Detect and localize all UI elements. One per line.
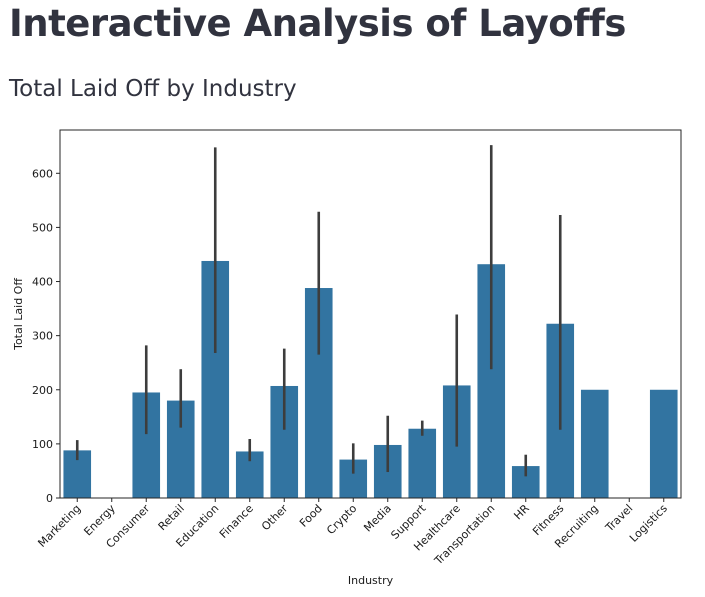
page-title: Interactive Analysis of Layoffs [9,2,626,45]
bars-layer [63,260,678,498]
y-tick-label: 0 [46,492,53,505]
section-title: Total Laid Off by Industry [9,76,297,102]
x-tick-label: Travel [602,502,635,535]
x-tick-label: Crypto [324,502,359,537]
x-tick-label: Finance [217,502,256,541]
y-tick-label: 500 [32,221,53,234]
plot-frame [59,129,682,499]
x-tick-label: Food [297,502,325,530]
y-axis-label: Total Laid Off [12,278,25,351]
y-tick-label: 300 [32,330,53,343]
y-tick-label: 400 [32,276,53,289]
y-axis: 0 100 200 300 400 500 600 [32,167,60,505]
x-tick-label: Media [361,502,394,535]
x-tick-label: Retail [156,502,187,533]
x-axis-label: Industry [348,574,394,587]
bar-logistics [649,389,678,498]
x-tick-label: Logistics [627,502,670,545]
x-tick-label: Other [259,502,291,534]
y-tick-label: 100 [32,438,53,451]
x-tick-label: Transportation [431,502,497,568]
x-tick-label: HR [511,502,532,523]
y-tick-label: 200 [32,384,53,397]
bar-recruiting [580,389,609,498]
error-bars-layer [75,145,562,477]
x-tick-label: Marketing [35,502,83,550]
y-tick-label: 600 [32,167,53,180]
bar-support [408,428,437,498]
